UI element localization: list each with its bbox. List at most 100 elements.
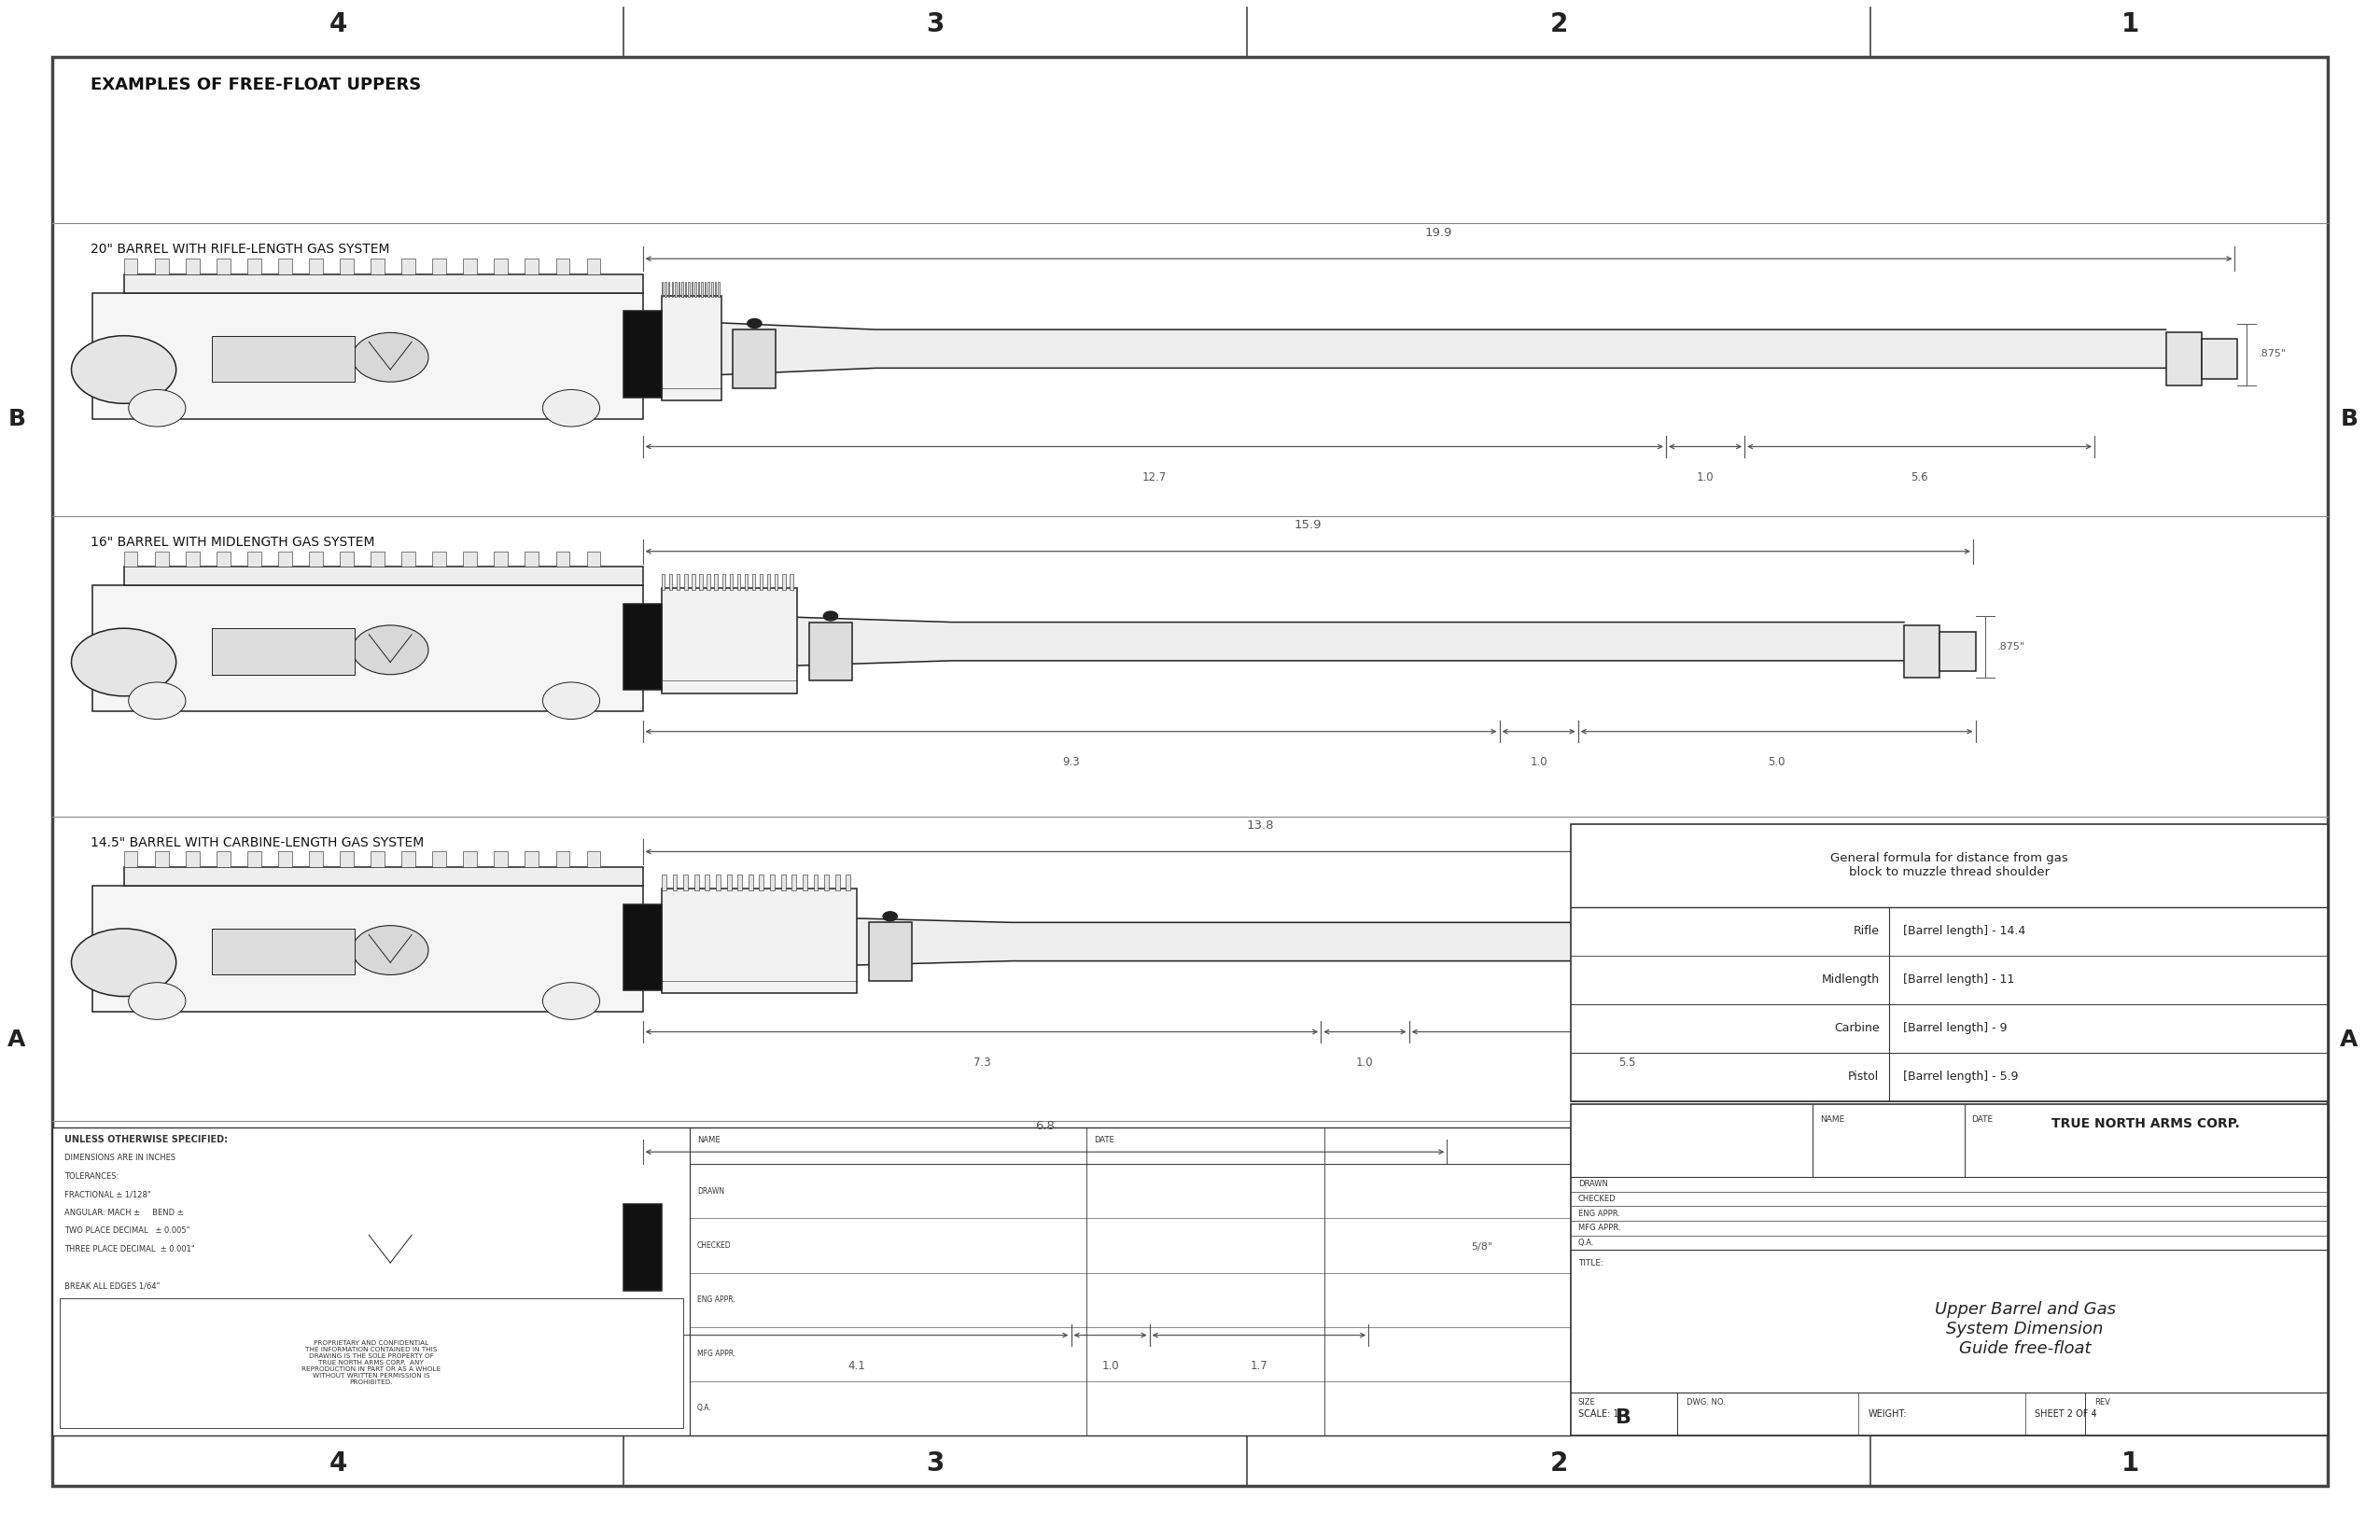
Bar <box>1380 1226 1416 1278</box>
Bar <box>495 259 507 274</box>
Text: FRACTIONAL ± 1/128": FRACTIONAL ± 1/128" <box>64 1190 150 1198</box>
Text: 5/8": 5/8" <box>1471 1243 1492 1252</box>
Text: SHEET 2 OF 4: SHEET 2 OF 4 <box>2035 1409 2097 1418</box>
Bar <box>1571 1104 2328 1435</box>
Circle shape <box>71 336 176 403</box>
Bar <box>700 574 702 590</box>
Bar <box>309 259 324 274</box>
Bar <box>588 551 600 567</box>
Bar <box>695 875 700 890</box>
Text: 9.3: 9.3 <box>1061 756 1081 768</box>
Bar <box>662 1189 892 1294</box>
Bar <box>464 1152 476 1167</box>
Bar <box>726 875 731 890</box>
Bar <box>752 1175 757 1190</box>
Text: B: B <box>2340 408 2359 430</box>
Bar <box>340 1152 355 1167</box>
Text: Pistol: Pistol <box>1849 1070 1880 1083</box>
Bar <box>217 1152 231 1167</box>
Text: 13.8: 13.8 <box>1247 819 1273 832</box>
Text: ENG APPR.: ENG APPR. <box>1578 1209 1621 1218</box>
Bar <box>783 574 785 590</box>
Bar <box>809 622 852 681</box>
Bar <box>340 259 355 274</box>
Bar <box>186 852 200 867</box>
Bar <box>662 1175 666 1190</box>
Text: DRAWN: DRAWN <box>697 1187 724 1195</box>
Bar <box>624 1204 662 1291</box>
Bar <box>790 574 793 590</box>
Text: .875": .875" <box>2259 350 2287 359</box>
Text: B: B <box>1616 1409 1633 1428</box>
Bar <box>828 1175 833 1190</box>
Bar <box>526 852 538 867</box>
Bar <box>248 852 262 867</box>
Bar <box>1809 926 1844 978</box>
Bar <box>774 574 778 590</box>
Circle shape <box>71 628 176 696</box>
Text: A: A <box>7 1029 26 1050</box>
Circle shape <box>747 319 762 328</box>
Text: ENG APPR.: ENG APPR. <box>697 1295 735 1304</box>
Text: B: B <box>7 408 26 430</box>
Text: DRAWN: DRAWN <box>1578 1180 1609 1189</box>
Circle shape <box>543 983 600 1019</box>
Text: Carbine: Carbine <box>1833 1023 1880 1035</box>
Bar <box>662 588 797 693</box>
Bar <box>278 1152 293 1167</box>
Bar <box>402 1152 416 1167</box>
Bar <box>557 551 569 567</box>
Text: 4.1: 4.1 <box>847 1360 866 1372</box>
Bar <box>662 574 664 590</box>
Bar <box>674 1175 681 1190</box>
Bar <box>217 551 231 567</box>
Text: 4: 4 <box>328 12 347 37</box>
Circle shape <box>129 983 186 1019</box>
Circle shape <box>543 1283 600 1320</box>
Circle shape <box>129 390 186 427</box>
Polygon shape <box>662 1214 1380 1270</box>
Text: 6.8: 6.8 <box>1035 1120 1054 1132</box>
Bar <box>212 929 355 975</box>
Text: FINISH: FINISH <box>64 1355 90 1363</box>
Bar <box>60 1298 683 1428</box>
Bar <box>747 875 752 890</box>
Bar <box>759 875 764 890</box>
Bar <box>790 1175 795 1190</box>
Bar <box>714 574 719 590</box>
Bar <box>588 852 600 867</box>
Bar <box>433 1152 447 1167</box>
Bar <box>124 259 138 274</box>
Bar <box>816 1175 821 1190</box>
Bar <box>1904 625 1940 678</box>
Bar <box>733 330 776 388</box>
Bar <box>433 259 447 274</box>
Text: Midlength: Midlength <box>1821 973 1880 986</box>
Bar <box>217 259 231 274</box>
Circle shape <box>919 1212 933 1221</box>
Bar <box>371 551 386 567</box>
Text: BREAK ALL EDGES 1/64": BREAK ALL EDGES 1/64" <box>64 1281 159 1291</box>
Text: 5.5: 5.5 <box>1618 1056 1635 1069</box>
Bar <box>402 852 416 867</box>
Bar <box>340 852 355 867</box>
Text: DATE: DATE <box>1971 1115 1992 1124</box>
Text: TRUE NORTH ARMS CORP.: TRUE NORTH ARMS CORP. <box>2052 1118 2240 1130</box>
Circle shape <box>129 1283 186 1320</box>
Bar <box>248 551 262 567</box>
Text: DO NOT SCALE DRAWING: DO NOT SCALE DRAWING <box>64 1392 164 1400</box>
Bar <box>704 875 709 890</box>
Bar <box>309 551 324 567</box>
Bar <box>340 551 355 567</box>
Bar <box>764 1175 769 1190</box>
Text: 7.5" BARREL WITH PISTOL-LENGTH GAS SYSTEM: 7.5" BARREL WITH PISTOL-LENGTH GAS SYSTE… <box>90 1137 402 1149</box>
Bar <box>2202 339 2237 379</box>
Text: SCALE: 1:2: SCALE: 1:2 <box>1578 1409 1628 1418</box>
Text: 12.7: 12.7 <box>1142 471 1166 484</box>
Bar <box>881 1175 885 1190</box>
Bar <box>752 574 754 590</box>
Bar <box>1844 932 1880 972</box>
Bar <box>495 852 507 867</box>
Text: 5.6: 5.6 <box>1911 471 1928 484</box>
Bar <box>588 1152 600 1167</box>
